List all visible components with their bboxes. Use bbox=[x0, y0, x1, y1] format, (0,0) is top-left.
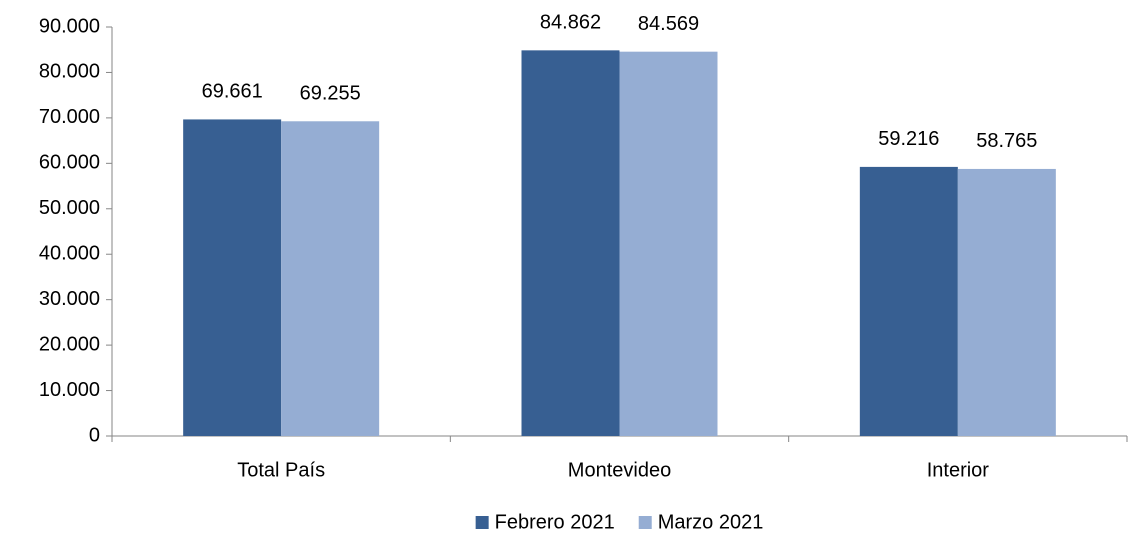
y-tick-label: 40.000 bbox=[39, 243, 100, 265]
y-tick-label: 60.000 bbox=[39, 152, 100, 174]
y-tick-label: 10.000 bbox=[39, 379, 100, 401]
legend-label: Febrero 2021 bbox=[495, 511, 615, 533]
bar bbox=[521, 50, 620, 436]
bar bbox=[183, 119, 282, 437]
bar bbox=[859, 166, 958, 436]
bar bbox=[281, 121, 380, 436]
y-tick-label: 20.000 bbox=[39, 333, 100, 355]
legend-swatch bbox=[475, 516, 489, 529]
data-label: 59.216 bbox=[878, 128, 939, 150]
x-tick-label: Total País bbox=[237, 459, 325, 481]
data-label: 69.661 bbox=[202, 81, 263, 103]
data-label: 69.255 bbox=[300, 83, 361, 105]
bar bbox=[957, 168, 1056, 436]
bar bbox=[619, 51, 718, 436]
y-tick-label: 70.000 bbox=[39, 106, 100, 128]
y-tick-label: 90.000 bbox=[39, 15, 100, 37]
legend: Febrero 2021 Marzo 2021 bbox=[475, 511, 764, 533]
y-tick-label: 30.000 bbox=[39, 288, 100, 310]
y-tick-label: 50.000 bbox=[39, 197, 100, 219]
x-tick-label: Interior bbox=[927, 459, 990, 481]
legend-label: Marzo 2021 bbox=[658, 511, 764, 533]
data-label: 84.569 bbox=[638, 13, 699, 35]
data-label: 58.765 bbox=[976, 130, 1037, 152]
y-tick-label: 0 bbox=[89, 424, 100, 446]
x-tick-label: Montevideo bbox=[568, 459, 671, 481]
data-label: 84.862 bbox=[540, 12, 601, 34]
y-tick-label: 80.000 bbox=[39, 61, 100, 83]
legend-swatch bbox=[638, 516, 652, 529]
